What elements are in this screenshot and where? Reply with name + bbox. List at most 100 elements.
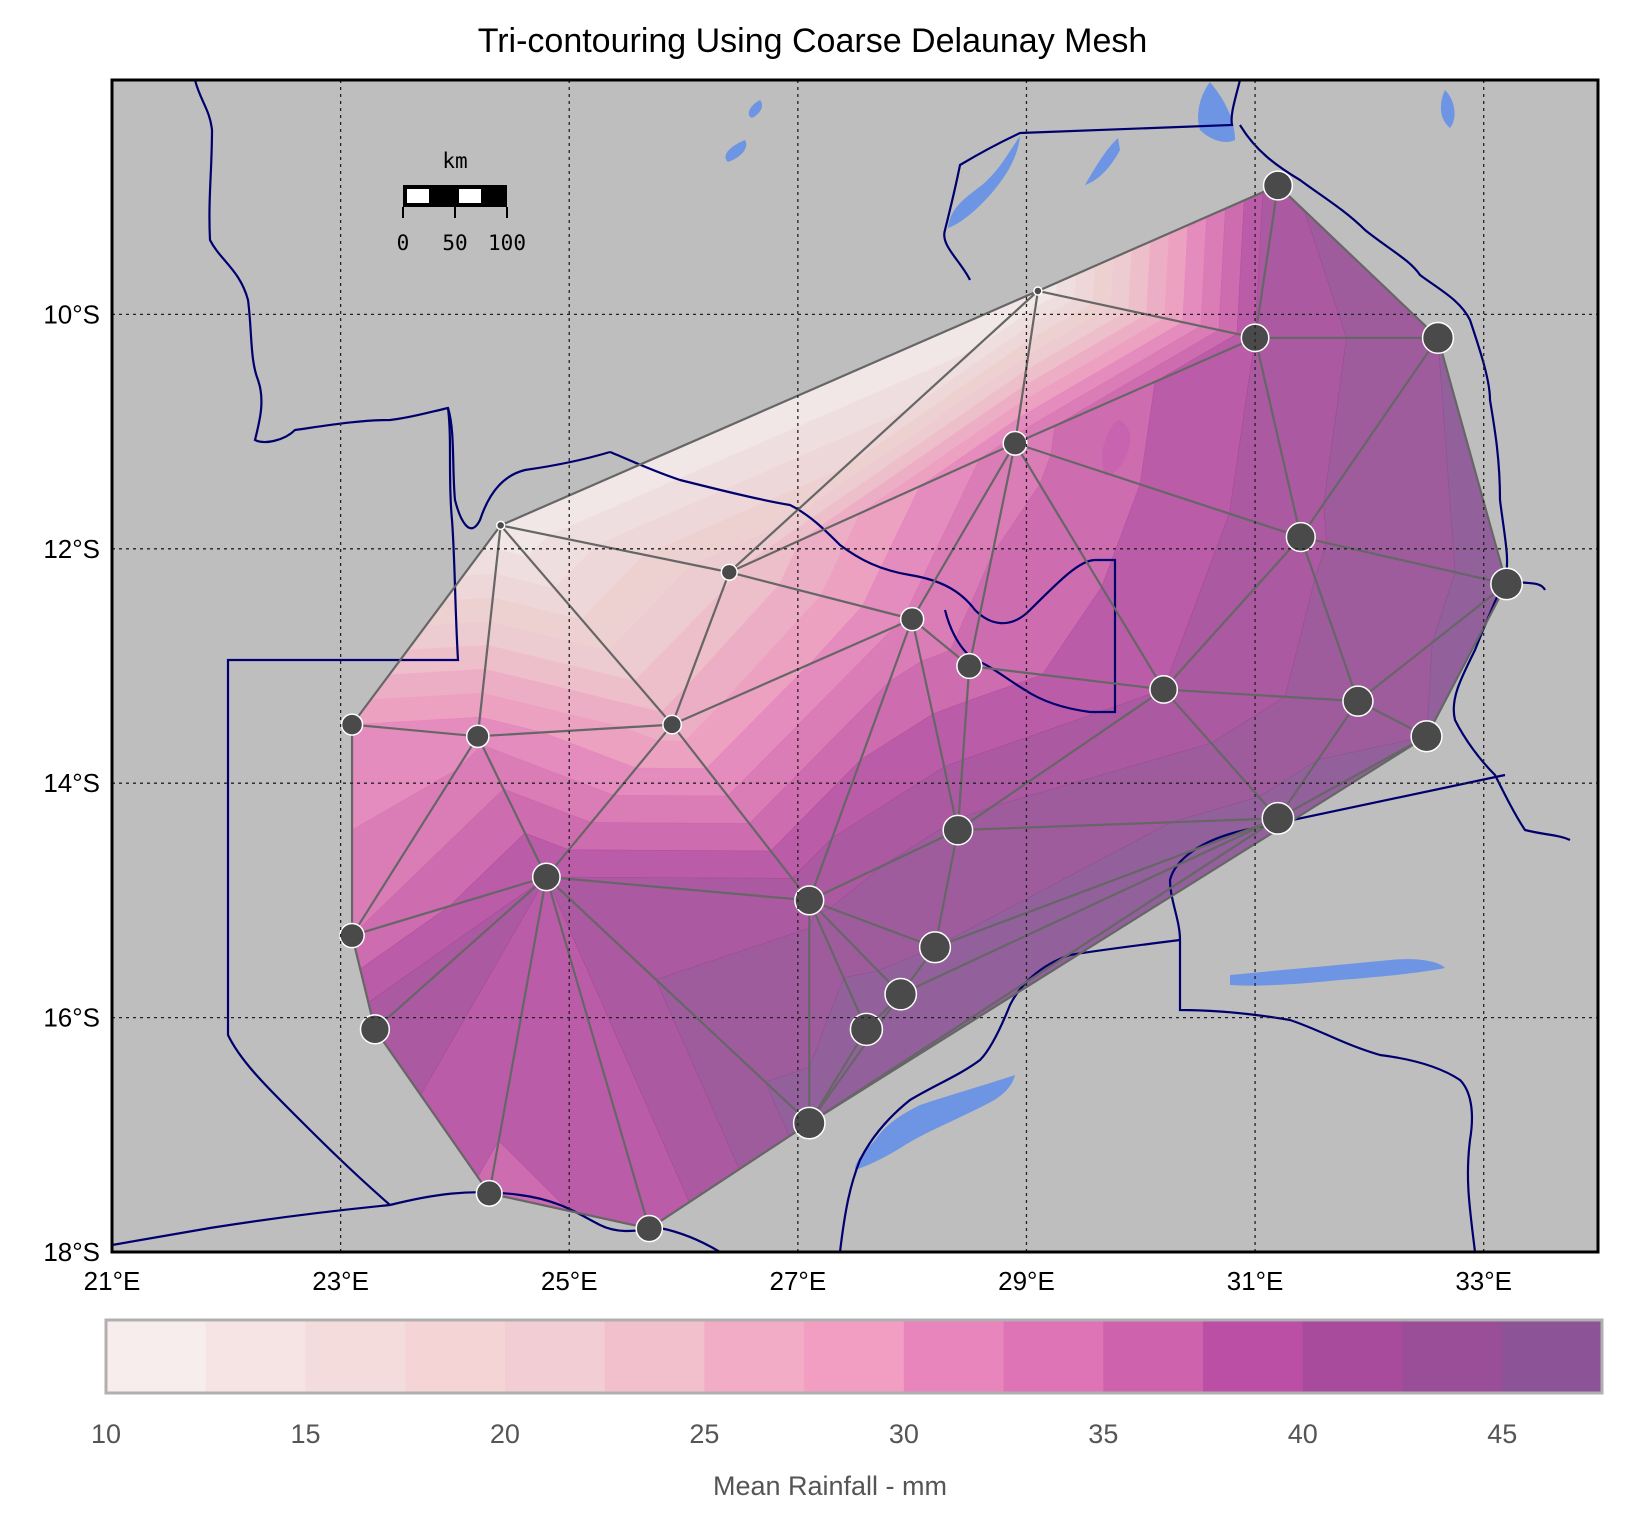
station-marker: [1033, 286, 1043, 296]
colorbar-segment: [305, 1320, 406, 1393]
mesh-edge: [808, 899, 902, 995]
mesh-edge: [808, 618, 914, 901]
mesh-edge: [546, 875, 810, 902]
mesh-edge: [1014, 336, 1256, 445]
lake-kariba: [855, 1075, 1015, 1170]
border-drc-zambia: [609, 450, 1117, 714]
station-marker: [1410, 720, 1443, 753]
colorbar-segment: [1402, 1320, 1503, 1393]
colorbar-segment: [604, 1320, 705, 1393]
mesh-edge: [1299, 536, 1359, 702]
mesh-edge: [968, 443, 1017, 667]
mesh-edge: [957, 817, 1278, 832]
station-marker: [339, 922, 365, 949]
mesh-edge: [911, 442, 1016, 620]
mesh-edge: [1357, 583, 1508, 703]
x-tick-label: 23°E: [312, 1266, 369, 1296]
scale-bar-label-100: 100: [488, 231, 526, 255]
border-drc-tanzania: [943, 80, 1242, 281]
station-marker: [531, 862, 561, 892]
contour-band: [568, 822, 772, 852]
colorbar-segment: [1103, 1320, 1204, 1393]
mesh-edge: [1300, 536, 1507, 586]
colorbar-frame: [104, 1318, 1604, 1395]
mesh-edge: [545, 876, 811, 1124]
station-marker: [1342, 685, 1374, 717]
x-tick-label: 21°E: [84, 1266, 141, 1296]
colorbar-tick-label: 40: [1288, 1419, 1318, 1449]
mesh-edge: [488, 1192, 650, 1230]
mesh-edge: [1253, 185, 1280, 339]
lake-mweru: [1085, 138, 1120, 185]
contour-band: [590, 794, 750, 824]
mesh-edge: [1436, 337, 1508, 585]
map-frame: [110, 78, 1600, 1254]
colorbar-segment: [106, 1320, 207, 1393]
scale-bar-unit: km: [442, 149, 467, 173]
lake-small-1: [748, 100, 763, 118]
colorbar-label: Mean Rainfall - mm: [713, 1471, 947, 1501]
mesh-edge: [1162, 536, 1302, 691]
station-marker: [849, 1012, 884, 1047]
map-title: Tri-contouring Using Coarse Delaunay Mes…: [477, 22, 1148, 60]
station-marker: [1421, 321, 1455, 354]
mesh-edge: [500, 289, 1039, 527]
station-marker: [956, 652, 983, 680]
mesh-edge: [671, 723, 811, 902]
station-marker: [340, 713, 364, 736]
station-marker: [899, 606, 925, 632]
lake-small-3: [1440, 90, 1455, 128]
colorbar-tick-label: 45: [1487, 1419, 1517, 1449]
colorbar-tick-label: 35: [1088, 1419, 1118, 1449]
border-zambia-mozambique: [1168, 773, 1506, 1252]
border-zambia-namibia: [389, 1191, 721, 1252]
station-marker: [495, 520, 506, 531]
x-tick-label: 27°E: [770, 1266, 827, 1296]
border-namibia-botswana: [112, 1203, 391, 1247]
colorbar-tick-labels: 10 15 20 25 30 35 40 45: [91, 1419, 1517, 1449]
station-marker: [942, 814, 974, 846]
station-marker: [1149, 674, 1179, 704]
mesh-edge: [1014, 442, 1302, 539]
station-marker: [1285, 521, 1316, 553]
scale-bar-label-50: 50: [442, 231, 467, 255]
mesh-edge: [1037, 184, 1279, 292]
mesh-edge: [1163, 688, 1359, 703]
contour-band: [545, 849, 793, 879]
mesh-edge: [808, 899, 936, 949]
station-marker: [1002, 430, 1028, 456]
scale-bar: km 0 50 100: [397, 149, 526, 255]
border-drc-angola: [193, 80, 611, 530]
mesh-edge: [351, 524, 502, 726]
x-tick-label: 25°E: [541, 1266, 598, 1296]
mesh-edge: [934, 817, 1279, 949]
station-marker: [359, 1014, 391, 1045]
mesh-edge: [728, 571, 913, 621]
station-marker: [635, 1214, 664, 1243]
lake-cahora-bassa: [1230, 959, 1445, 986]
mesh-edge: [933, 829, 959, 948]
mesh-edge: [488, 876, 548, 1194]
mesh-edge: [1277, 700, 1359, 819]
colorbar-tick-label: 20: [490, 1419, 520, 1449]
mesh-edge: [1277, 184, 1439, 339]
colorbar: [106, 1320, 1603, 1393]
mesh-edge: [350, 935, 376, 1030]
colorbar-tick-label: 10: [91, 1419, 121, 1449]
mesh-edge: [808, 829, 959, 902]
station-marker: [1261, 801, 1295, 835]
mesh-edge: [1425, 583, 1508, 737]
scale-bar-segment: [459, 189, 481, 203]
border-zambia-zimbabwe: [838, 938, 1181, 1252]
mesh-edge: [728, 290, 1039, 574]
colorbar-segment: [405, 1320, 506, 1393]
station-marker: [792, 1106, 826, 1140]
mesh-edge: [808, 899, 868, 1030]
x-tick-label: 29°E: [998, 1266, 1055, 1296]
colorbar-segment: [704, 1320, 805, 1393]
mesh-edge: [1277, 735, 1428, 820]
mesh-edge: [374, 1028, 491, 1195]
colorbar-segment: [1502, 1320, 1603, 1393]
y-tick-label: 18°S: [43, 1237, 100, 1267]
